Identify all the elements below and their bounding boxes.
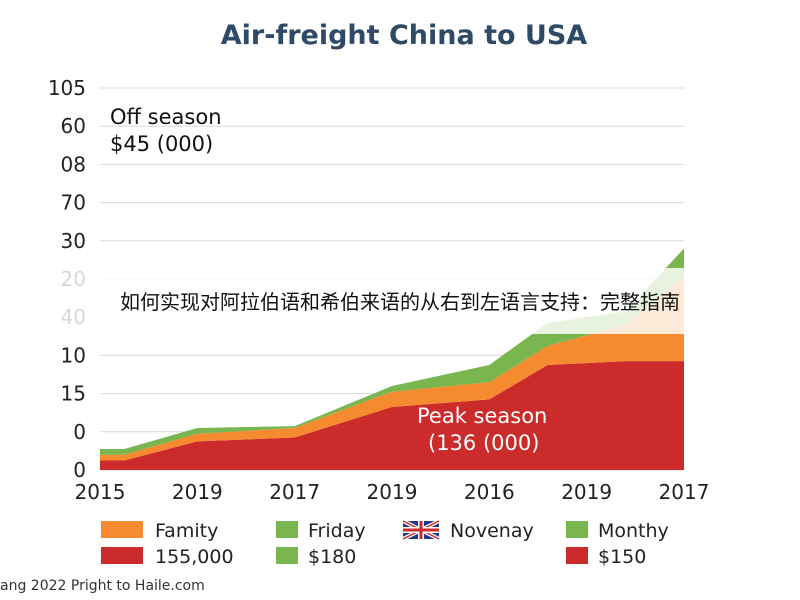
area-series: [100, 248, 684, 470]
y-tick-label: 08: [61, 152, 86, 176]
x-tick-label: 2015: [75, 480, 126, 504]
chart-title: Air-freight China to USA: [221, 20, 588, 51]
legend-swatch-famity: [101, 521, 143, 538]
legend-label-monthy: Monthy: [598, 520, 669, 542]
legend-swatch-friday: [276, 521, 298, 538]
y-tick-label: 15: [61, 382, 86, 406]
legend-label-famity: Famity: [155, 520, 218, 542]
y-tick-label: 30: [61, 229, 86, 253]
legend-swatch-180: [276, 547, 298, 564]
off-season-label: Off season: [110, 105, 222, 129]
peak-season-value: (136 (000): [428, 431, 539, 455]
legend-label-friday: Friday: [308, 520, 366, 542]
y-tick-label: 70: [61, 191, 86, 215]
x-tick-label: 2017: [269, 480, 320, 504]
y-tick-label: 0: [73, 458, 86, 482]
y-tick-label: 0: [73, 420, 86, 444]
x-axis: 2015 2019 2017 2019 2016 2019 2017: [75, 480, 710, 504]
legend-swatch-150: [566, 547, 588, 564]
x-tick-label: 2019: [561, 480, 612, 504]
legend-label-155000: 155,000: [155, 546, 234, 568]
y-tick-label: 105: [48, 76, 86, 100]
x-tick-label: 2017: [659, 480, 710, 504]
x-tick-label: 2019: [172, 480, 223, 504]
overlay-banner-text: 如何实现对阿拉伯语和希伯来语的从右到左语言支持：完整指南: [120, 290, 680, 314]
legend-label-180: $180: [308, 546, 356, 568]
x-tick-label: 2019: [367, 480, 418, 504]
y-tick-label: 60: [61, 114, 86, 138]
footer-credit: ang 2022 Pright to Haile.com: [0, 578, 205, 594]
x-tick-label: 2016: [464, 480, 515, 504]
overlay-banner: 如何实现对阿拉伯语和希伯来语的从右到左语言支持：完整指南: [0, 268, 800, 334]
off-season-value: $45 (000): [110, 132, 213, 156]
union-jack-flag-icon: [402, 519, 440, 541]
area-series-1: [100, 361, 684, 470]
legend-label-novenay: Novenay: [450, 520, 534, 542]
peak-season-label: Peak season: [417, 404, 547, 428]
legend-swatch-155000: [101, 547, 143, 564]
legend-swatch-monthy: [566, 521, 588, 538]
legend-label-150: $150: [598, 546, 646, 568]
y-tick-label: 10: [61, 343, 86, 367]
legend: Famity Friday Novenay Monthy 155,000 $18…: [101, 519, 669, 568]
